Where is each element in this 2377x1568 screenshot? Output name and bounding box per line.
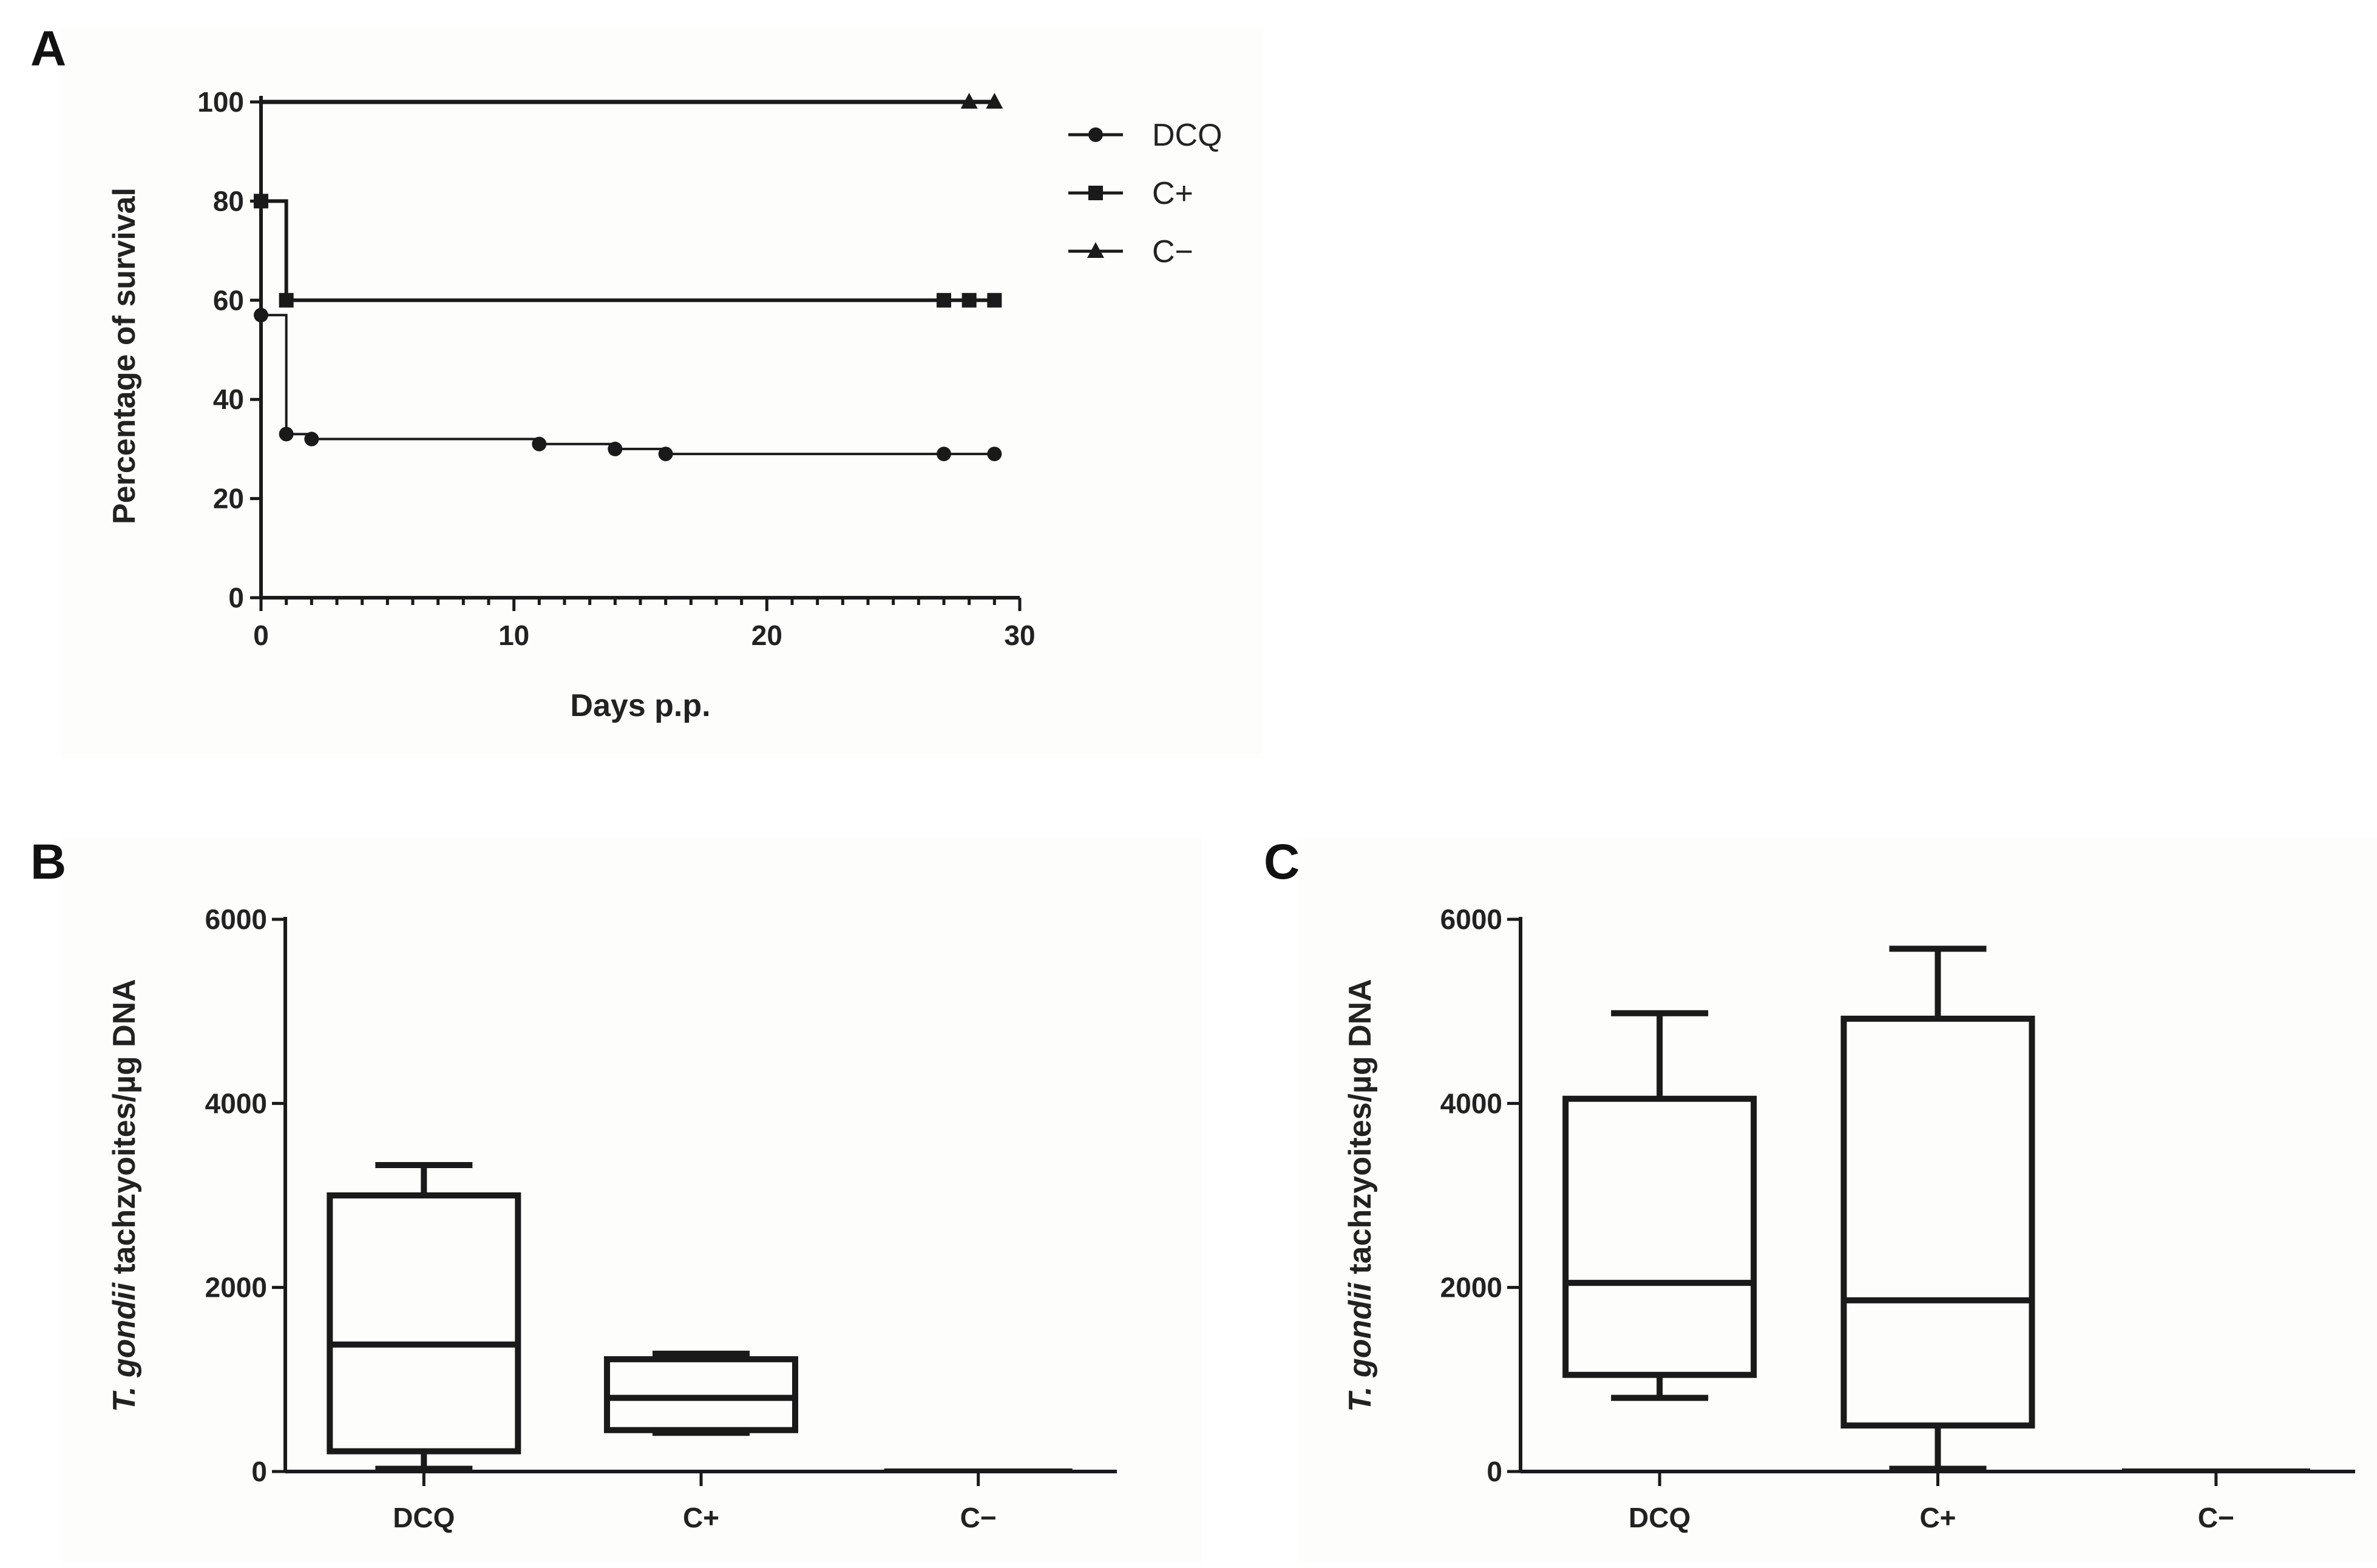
survival-point-dcq xyxy=(279,427,294,442)
boxplot-b-y-tick-label: 6000 xyxy=(205,904,267,935)
survival-point-dcq xyxy=(937,447,951,462)
survival-point-cplus xyxy=(279,292,294,308)
boxplot-c-y-axis-label: T. gondii tachzyoites/µg DNA xyxy=(1343,979,1378,1412)
boxplot-b-box-dcq-iqr xyxy=(327,1192,521,1455)
boxplot-c-box-cplus-iqr xyxy=(1840,1015,2035,1429)
panel-c-background xyxy=(1299,837,2377,1563)
legend-marker-2 xyxy=(1087,242,1104,258)
boxplot-c-y-tick-label: 0 xyxy=(1487,1456,1502,1487)
survival-y-axis-label: Percentage of survival xyxy=(107,188,142,524)
survival-x-axis-label: Days p.p. xyxy=(570,688,710,723)
survival-x-tick-label: 20 xyxy=(751,620,782,651)
survival-point-cminus xyxy=(960,93,978,109)
boxplot-b: 0 2000 4000 6000 DCQ C+ C− T. gondii tachzyoit… xyxy=(107,904,1117,1533)
boxplot-c-boxes xyxy=(1562,945,2310,1472)
survival-point-dcq xyxy=(254,308,268,323)
survival-y-tick-label: 40 xyxy=(213,384,244,415)
survival-y-tick-label: 60 xyxy=(213,285,244,316)
boxplot-c-y-label-unit: tachzyoites/µg DNA xyxy=(1343,979,1378,1283)
survival-point-cplus xyxy=(937,292,951,308)
survival-point-dcq xyxy=(987,447,1002,462)
survival-point-dcq xyxy=(608,441,623,456)
survival-axes: 0 20 40 60 80 100 0 10 20 30 xyxy=(197,86,1035,651)
survival-point-cplus xyxy=(961,292,977,308)
boxplot-b-boxes xyxy=(327,1161,1073,1472)
boxplot-b-box-cplus-iqr xyxy=(604,1356,798,1433)
boxplot-c-y-label-species: T. gondii xyxy=(1343,1282,1378,1412)
survival-legend: DCQ C+ C− xyxy=(1068,118,1222,269)
boxplot-c-x-tick-label: C− xyxy=(2198,1502,2234,1533)
panel-letter-a: A xyxy=(30,21,66,76)
survival-y-tick-label: 0 xyxy=(228,582,244,613)
survival-y-tick-label: 20 xyxy=(213,483,244,515)
panel-letter-c: C xyxy=(1264,834,1300,890)
survival-series xyxy=(254,93,1003,462)
legend-label-1: C+ xyxy=(1152,176,1193,211)
survival-x-tick-label: 30 xyxy=(1004,620,1035,651)
boxplot-b-y-tick-label: 2000 xyxy=(205,1272,267,1303)
boxplot-b-x-tick-label: C− xyxy=(960,1502,997,1533)
survival-chart: 0 20 40 60 80 100 0 10 20 30 Days p.p. Percentage… xyxy=(107,86,1222,723)
panel-letter-b: B xyxy=(30,834,66,890)
survival-point-dcq xyxy=(304,431,319,447)
survival-point-cminus xyxy=(986,93,1003,109)
boxplot-c-y-tick-label: 6000 xyxy=(1440,904,1502,935)
legend-label-2: C− xyxy=(1152,234,1193,269)
survival-point-cplus xyxy=(254,194,268,209)
legend-marker-0 xyxy=(1088,127,1103,142)
survival-point-cplus xyxy=(987,292,1002,308)
boxplot-c-box-dcq-iqr xyxy=(1562,1095,1757,1378)
boxplot-c-x-tick-label: C+ xyxy=(1919,1502,1956,1533)
boxplot-b-y-tick-label: 0 xyxy=(251,1456,267,1487)
boxplot-c-x-tick-label: DCQ xyxy=(1629,1502,1690,1533)
survival-x-tick-label: 10 xyxy=(498,620,529,651)
panel-b-background xyxy=(61,837,1202,1563)
legend-label-0: DCQ xyxy=(1152,118,1222,153)
boxplot-c-y-tick-label: 4000 xyxy=(1440,1087,1502,1119)
survival-y-tick-label: 80 xyxy=(213,185,244,217)
boxplot-b-y-label-species: T. gondii xyxy=(107,1282,142,1412)
boxplot-c: 0 2000 4000 6000 DCQ C+ C− T. gondii tachzyoit… xyxy=(1343,904,2355,1533)
boxplot-b-y-label-unit: tachzyoites/µg DNA xyxy=(107,979,142,1283)
boxplot-b-axes: 0 2000 4000 6000 DCQ C+ C− xyxy=(205,904,1117,1533)
survival-point-dcq xyxy=(532,436,547,451)
boxplot-b-x-tick-label: C+ xyxy=(683,1502,719,1533)
survival-point-dcq xyxy=(658,447,673,462)
boxplot-b-y-tick-label: 4000 xyxy=(205,1087,267,1119)
survival-line-cplus xyxy=(261,199,995,302)
boxplot-b-y-axis-label: T. gondii tachzyoites/µg DNA xyxy=(107,979,142,1412)
survival-y-tick-label: 100 xyxy=(197,86,244,118)
boxplot-b-x-tick-label: DCQ xyxy=(393,1502,455,1533)
survival-x-tick-label: 0 xyxy=(253,620,269,651)
legend-marker-1 xyxy=(1088,186,1103,200)
boxplot-c-y-tick-label: 2000 xyxy=(1440,1272,1502,1303)
